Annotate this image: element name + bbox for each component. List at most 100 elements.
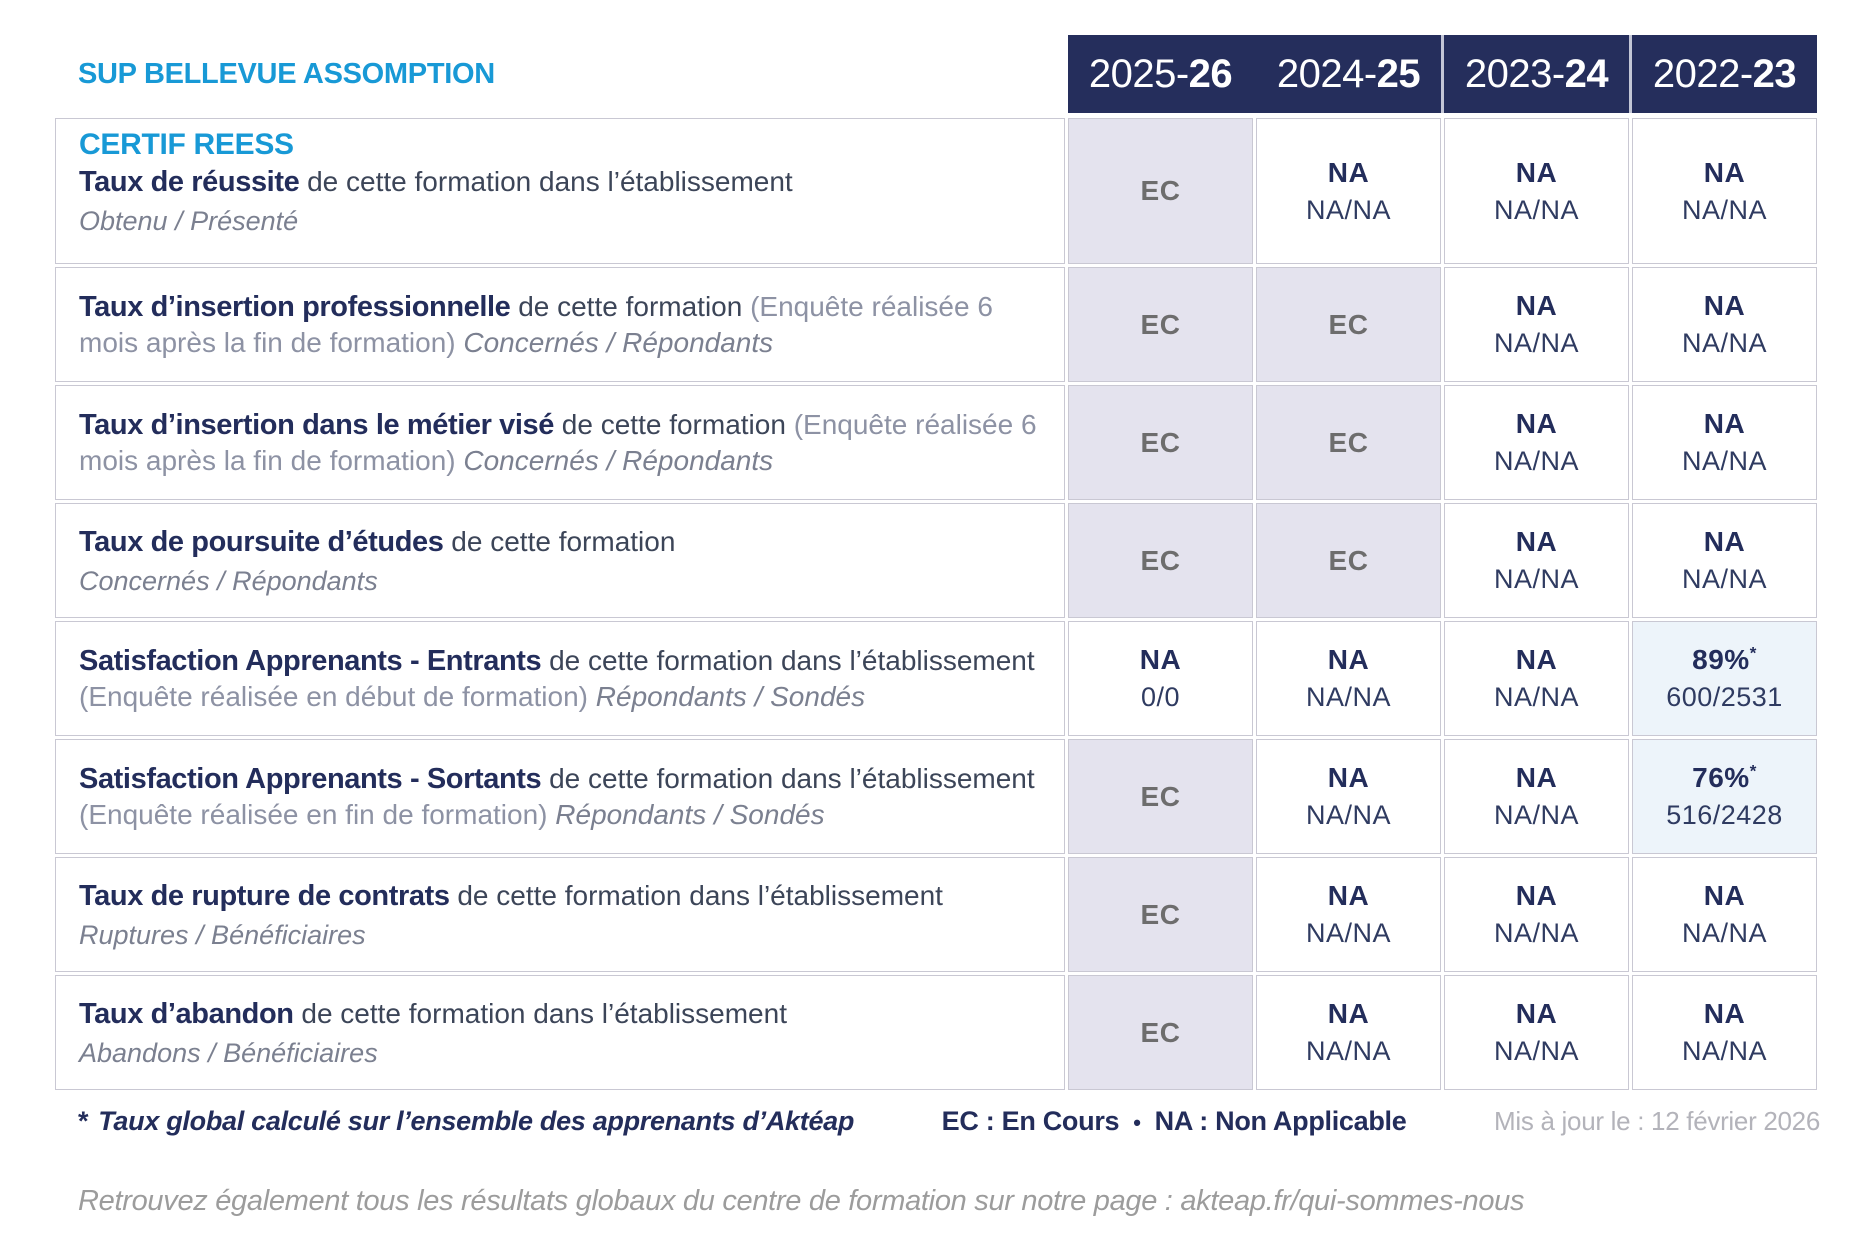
cell-main-value: NA — [1516, 763, 1557, 793]
value-cell: EC — [1256, 385, 1441, 500]
cell-value-text: NA — [1327, 762, 1370, 793]
cell-sub-value: NA/NA — [1493, 328, 1580, 358]
cell-value-text: NA — [1515, 526, 1558, 557]
value-cell: EC — [1068, 503, 1253, 618]
cell-main-value: EC — [1140, 1016, 1181, 1048]
cell-main-value: EC — [1141, 781, 1181, 812]
cell-main-value: NA — [1704, 527, 1745, 557]
indicator-description: Satisfaction Apprenants - Entrants de ce… — [79, 643, 1044, 714]
cell-sub-value: NA/NA — [1305, 1036, 1392, 1066]
year-column-header: 2025- 26 — [1068, 35, 1253, 113]
value-cell: EC — [1068, 739, 1253, 854]
bullet-separator: • — [1133, 1110, 1141, 1135]
table-row: Satisfaction Apprenants - Sortants de ce… — [55, 739, 1820, 854]
cell-main-value: EC — [1141, 309, 1181, 340]
value-cell: EC — [1068, 267, 1253, 382]
results-table: CERTIF REESS Taux de réussite de cette fo… — [55, 118, 1820, 1090]
legend-na: NA : Non Applicable — [1154, 1106, 1407, 1136]
cell-main-value: NA — [1328, 881, 1369, 911]
cell-sub-value: NA/NA — [1493, 800, 1580, 830]
indicator-name: Taux de poursuite d’études — [79, 525, 444, 558]
ratio-caption: Ruptures / Bénéficiaires — [79, 919, 366, 950]
cell-value-text: NA — [1703, 998, 1746, 1029]
certification-title: CERTIF REESS — [79, 128, 294, 161]
cell-value-text: EC — [1140, 1016, 1181, 1048]
value-cell: NA NA/NA — [1256, 857, 1441, 972]
indicator-scope: de cette formation dans l’établissement — [549, 763, 1035, 794]
year-column-header: 2023- 24 — [1444, 35, 1629, 113]
year-header-row: SUP BELLEVUE ASSOMPTION 2025- 26 2024- 25 20… — [55, 35, 1820, 113]
ratio-caption: Concernés / Répondants — [79, 565, 378, 596]
asterisk-marker: * — [1749, 761, 1757, 781]
value-cell: EC — [1068, 857, 1253, 972]
cell-value-text: 76% — [1692, 762, 1750, 793]
cell-main-value: 76%* — [1692, 763, 1757, 793]
cell-value-text: NA — [1139, 644, 1182, 675]
footnote-text: Taux global calculé sur l’ensemble des a… — [98, 1106, 855, 1136]
cell-value-text: NA — [1515, 156, 1558, 188]
indicator-description: Taux de rupture de contrats de cette for… — [79, 878, 1044, 914]
cell-sub-value: NA/NA — [1681, 328, 1768, 358]
value-cell: NA 0/0 — [1068, 621, 1253, 736]
cell-sub-value: NA/NA — [1681, 446, 1768, 476]
cell-main-value: NA — [1516, 645, 1557, 675]
cell-sub-value: 600/2531 — [1666, 682, 1783, 712]
value-cell: 89%* 600/2531 — [1632, 621, 1817, 736]
cell-sub-value: NA/NA — [1681, 918, 1768, 948]
table-row: Satisfaction Apprenants - Entrants de ce… — [55, 621, 1820, 736]
cell-sub-value: NA/NA — [1305, 194, 1392, 225]
cell-value-text: EC — [1140, 175, 1181, 206]
indicator-name: Taux de rupture de contrats — [79, 879, 450, 912]
indicator-name: Taux d’insertion dans le métier visé — [79, 409, 555, 441]
value-cell: NA NA/NA — [1256, 739, 1441, 854]
cell-sub-value: 516/2428 — [1666, 800, 1783, 830]
table-row: Taux d’insertion professionnelle de cett… — [55, 267, 1820, 382]
indicator-description: Taux d’abandon de cette formation dans l… — [79, 996, 1044, 1032]
value-cell: NA NA/NA — [1256, 975, 1441, 1090]
cell-main-value: NA — [1704, 881, 1745, 911]
cell-sub-value: 0/0 — [1140, 682, 1181, 712]
ratio-caption: Répondants / Sondés — [555, 799, 825, 830]
year-column-header: 2024- 25 — [1256, 35, 1441, 113]
cell-main-value: NA — [1704, 409, 1745, 439]
header-label-area: SUP BELLEVUE ASSOMPTION — [55, 35, 1065, 113]
indicator-description: Taux de réussite de cette formation dans… — [79, 164, 1044, 200]
cell-value-text: NA — [1327, 156, 1370, 188]
value-cell: NA NA/NA — [1256, 118, 1441, 264]
cell-sub-value: NA/NA — [1305, 918, 1392, 948]
indicator-description: Satisfaction Apprenants - Sortants de ce… — [79, 761, 1044, 832]
cell-value-text: NA — [1327, 644, 1370, 675]
table-row: Taux d’insertion dans le métier visé de … — [55, 385, 1820, 500]
cell-main-value: NA — [1515, 156, 1558, 188]
table-row: Taux de poursuite d’études de cette form… — [55, 503, 1820, 618]
survey-note: (Enquête réalisée en fin de formation) — [79, 799, 548, 830]
cell-sub-value: NA/NA — [1305, 800, 1392, 830]
indicator-description: Taux d’insertion dans le métier visé de … — [79, 407, 1044, 478]
year-column-header: 2022- 23 — [1632, 35, 1817, 113]
row-label: Satisfaction Apprenants - Entrants de ce… — [55, 621, 1065, 736]
value-cell: NA NA/NA — [1444, 118, 1629, 264]
cell-value-text: NA — [1515, 998, 1558, 1029]
cell-value-text: EC — [1140, 426, 1181, 458]
indicator-scope: de cette formation dans l’établissement — [301, 997, 787, 1029]
value-cell: NA NA/NA — [1444, 857, 1629, 972]
cell-sub-value: NA/NA — [1493, 1036, 1580, 1066]
table-row: Taux d’abandon de cette formation dans l… — [55, 975, 1820, 1090]
asterisk-marker: * — [78, 1106, 89, 1136]
cell-main-value: EC — [1329, 427, 1369, 458]
value-cell: NA NA/NA — [1256, 621, 1441, 736]
cell-value-text: EC — [1140, 544, 1181, 576]
year-start: 2022- — [1652, 51, 1753, 96]
asterisk-marker: * — [1749, 643, 1757, 663]
value-cell: NA NA/NA — [1444, 739, 1629, 854]
year-start: 2024- — [1276, 51, 1377, 96]
cell-value-text: NA — [1515, 644, 1558, 675]
value-cell: EC — [1068, 975, 1253, 1090]
survey-note: (Enquête réalisée en début de formation) — [79, 681, 588, 712]
year-start: 2023- — [1464, 51, 1565, 96]
cell-sub-value: NA/NA — [1681, 194, 1768, 225]
value-cell: NA NA/NA — [1444, 975, 1629, 1090]
cell-value-text: 89% — [1692, 644, 1750, 675]
year-end: 23 — [1752, 51, 1797, 96]
cell-value-text: EC — [1328, 544, 1369, 576]
